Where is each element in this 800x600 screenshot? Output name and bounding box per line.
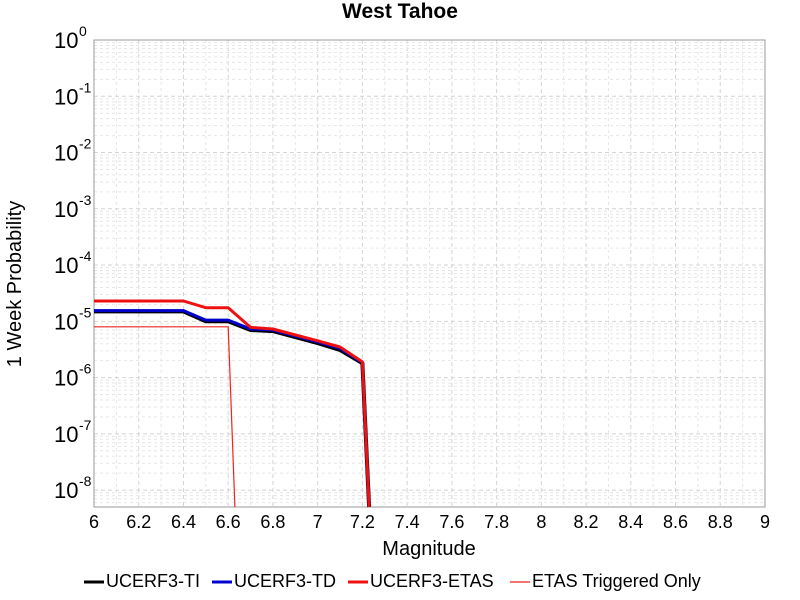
x-tick-label: 6.6 (216, 512, 241, 532)
y-tick-base: 10 (54, 309, 78, 334)
legend-item: UCERF3-ETAS (348, 571, 494, 591)
y-tick-exponent: -7 (79, 417, 92, 433)
legend-label: UCERF3-TD (234, 571, 336, 591)
y-tick-base: 10 (54, 253, 78, 278)
grid (93, 39, 766, 507)
y-tick-base: 10 (54, 28, 78, 53)
chart-title: West Tahoe (342, 0, 458, 23)
y-tick-exponent: -1 (79, 79, 92, 95)
y-tick-base: 10 (54, 141, 78, 166)
x-tick-label: 6.4 (171, 512, 196, 532)
y-tick-exponent: -3 (79, 192, 92, 208)
y-tick-label: 10 -7 (54, 417, 92, 447)
y-tick-label: 10 -1 (54, 79, 92, 109)
y-tick-label: 10 -3 (54, 192, 92, 222)
legend-item: UCERF3-TI (84, 571, 200, 591)
x-tick-label: 7.4 (395, 512, 420, 532)
y-tick-label: 10 -5 (54, 304, 92, 334)
x-tick-label: 8.8 (708, 512, 733, 532)
y-tick-exponent: -8 (79, 473, 92, 489)
y-tick-label: 10 0 (54, 23, 87, 53)
series-layer (94, 299, 372, 508)
legend-item: ETAS Triggered Only (510, 571, 701, 591)
x-tick-label: 6.2 (126, 512, 151, 532)
y-tick-label: 10 -6 (54, 361, 92, 391)
y-tick-base: 10 (54, 197, 78, 222)
x-tick-labels: 6 6.2 6.4 6.6 6.8 7 7.2 7.4 7.6 7.8 8 8.2 8.4 8.6 8.8 9 (89, 512, 770, 532)
x-tick-label: 8.4 (618, 512, 643, 532)
y-tick-label: 10 -8 (54, 473, 92, 503)
y-tick-label: 10 -4 (54, 248, 92, 278)
y-tick-base: 10 (54, 478, 78, 503)
x-tick-label: 7.2 (350, 512, 375, 532)
y-tick-base: 10 (54, 366, 78, 391)
x-tick-label: 7.8 (484, 512, 509, 532)
x-tick-label: 8.2 (574, 512, 599, 532)
x-axis-label: Magnitude (382, 538, 475, 560)
legend-item: UCERF3-TD (212, 571, 336, 591)
y-tick-exponent: -2 (79, 136, 92, 152)
y-tick-base: 10 (54, 422, 78, 447)
x-tick-label: 8 (536, 512, 546, 532)
y-axis-label: 1 Week Probability (4, 201, 26, 367)
series-line (94, 326, 236, 508)
y-tick-exponent: -5 (79, 304, 92, 320)
x-tick-label: 7.6 (439, 512, 464, 532)
x-tick-label: 9 (760, 512, 770, 532)
x-tick-label: 6.8 (260, 512, 285, 532)
plot-area-frame (93, 39, 766, 508)
legend-label: UCERF3-TI (106, 571, 200, 591)
x-tick-label: 6 (89, 512, 99, 532)
legend-label: ETAS Triggered Only (532, 571, 701, 591)
legend: UCERF3-TI UCERF3-TD UCERF3-ETAS ETAS Trigge… (84, 571, 701, 591)
y-tick-base: 10 (54, 84, 78, 109)
series-line (94, 299, 371, 508)
legend-label: UCERF3-ETAS (370, 571, 494, 591)
x-tick-label: 7 (313, 512, 323, 532)
y-tick-exponent: -4 (79, 248, 92, 264)
y-tick-exponent: 0 (79, 23, 87, 39)
y-tick-exponent: -6 (79, 361, 92, 377)
y-tick-label: 10 -2 (54, 136, 92, 166)
x-tick-label: 8.6 (663, 512, 688, 532)
